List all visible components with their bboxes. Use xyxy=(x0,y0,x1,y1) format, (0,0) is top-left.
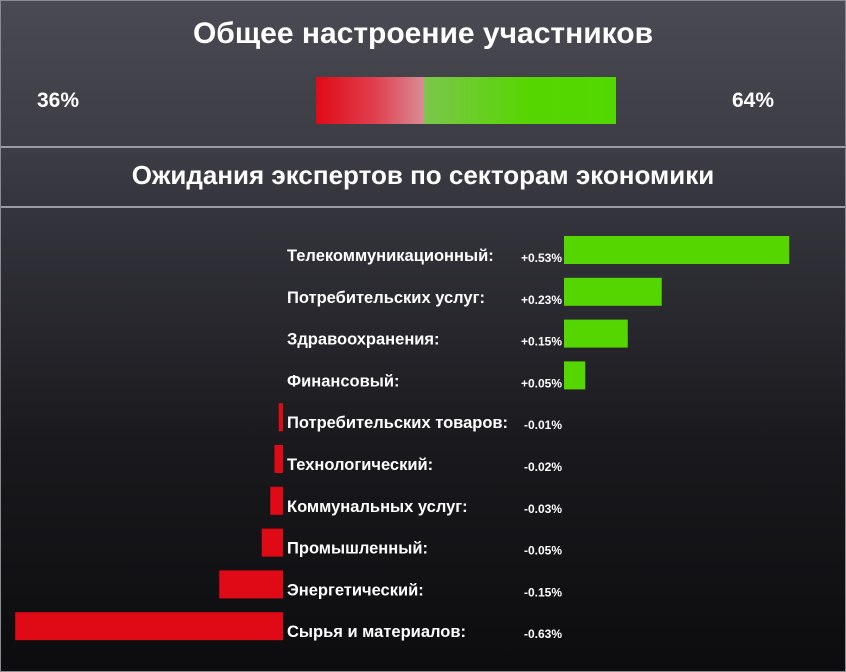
positive-sentiment-bar xyxy=(424,77,616,124)
sector-section-header: Ожидания экспертов по секторам экономики xyxy=(1,148,845,208)
sector-label: Телекоммуникационный: xyxy=(287,247,494,265)
sector-bar xyxy=(219,570,283,599)
sector-label: Сырья и материалов: xyxy=(287,623,466,641)
overall-sentiment-title: Общее настроение участников xyxy=(192,17,654,50)
sector-bar xyxy=(274,445,283,473)
sector-chart-title: Ожидания экспертов по секторам экономики xyxy=(131,160,715,190)
sector-label: Финансовый: xyxy=(287,372,399,390)
negative-percent-label: 36% xyxy=(37,89,80,112)
positive-percent-label: 64% xyxy=(732,89,775,112)
overall-sentiment-panel: Общее настроение участников 36% 64% xyxy=(1,1,845,148)
sector-label: Здравоохранения: xyxy=(287,331,440,349)
sector-bar xyxy=(564,236,790,264)
sector-bar xyxy=(15,612,283,641)
sector-label: Промышленный: xyxy=(287,540,428,558)
sector-bar xyxy=(564,277,662,306)
sector-value-label: -0.63% xyxy=(524,627,562,641)
sector-value-label: +0.05% xyxy=(521,376,562,390)
sector-bar xyxy=(564,361,586,390)
sector-value-label: +0.23% xyxy=(521,293,562,307)
sector-label: Коммунальных услуг: xyxy=(287,498,468,516)
negative-sentiment-bar xyxy=(316,77,424,124)
sector-value-label: -0.15% xyxy=(524,585,562,599)
sector-value-label: +0.15% xyxy=(521,335,562,349)
sector-value-label: +0.53% xyxy=(521,251,562,265)
sector-value-label: -0.03% xyxy=(524,502,562,516)
sector-bar xyxy=(278,403,283,432)
sector-value-label: -0.05% xyxy=(524,544,562,558)
sector-bar xyxy=(270,486,283,515)
sector-bar xyxy=(564,319,628,348)
sector-label: Потребительских товаров: xyxy=(287,414,508,432)
sector-bar xyxy=(261,528,283,557)
sector-value-label: -0.01% xyxy=(524,418,562,432)
sector-label: Энергетический: xyxy=(287,581,424,599)
sector-label: Потребительских услуг: xyxy=(287,289,485,307)
sector-label: Технологический: xyxy=(287,456,433,474)
sector-value-label: -0.02% xyxy=(524,460,562,474)
